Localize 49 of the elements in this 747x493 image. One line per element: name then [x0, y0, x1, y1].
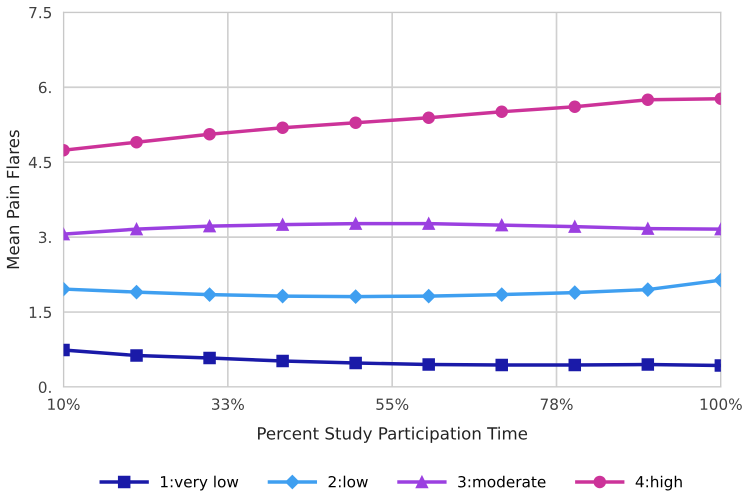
point — [642, 222, 654, 235]
y-tick-label: 1.5 — [30, 306, 52, 318]
point — [568, 220, 582, 233]
legend-label: 2:low — [328, 476, 368, 488]
point — [129, 285, 144, 300]
point — [422, 358, 435, 371]
point — [495, 218, 508, 232]
point — [276, 218, 289, 231]
point — [494, 288, 509, 302]
y-tick-label: 6. — [38, 82, 51, 94]
point — [203, 220, 216, 232]
legend-label: 4:high — [636, 476, 682, 490]
point — [495, 105, 508, 118]
legend-label: 3:moderate — [458, 476, 546, 488]
y-tick-label: 3. — [38, 232, 51, 244]
point — [276, 289, 290, 304]
point — [276, 121, 289, 134]
y-tick-label: 4.5 — [28, 156, 52, 168]
point — [495, 358, 508, 372]
point — [568, 100, 582, 113]
point — [276, 354, 289, 368]
y-tick-label: 7.5 — [29, 6, 52, 18]
point — [568, 286, 582, 300]
x-tick-label: 55% — [376, 398, 408, 410]
point — [349, 217, 362, 230]
point — [203, 352, 216, 364]
point — [130, 349, 143, 362]
x-axis-title: Percent Study Participation Time — [258, 426, 528, 443]
x-tick-label: 10% — [48, 398, 80, 410]
y-axis-title: Mean Pain Flares — [6, 130, 20, 268]
x-tick-label: 33% — [212, 398, 244, 410]
legend-label: 1:very low — [160, 476, 238, 490]
x-tick-label: 100% — [700, 398, 742, 410]
point — [422, 111, 435, 124]
point — [349, 356, 362, 370]
x-tick-label: 78% — [540, 398, 573, 410]
point — [130, 136, 143, 148]
point — [130, 222, 143, 236]
point — [348, 290, 363, 304]
point — [422, 289, 436, 304]
point — [642, 358, 654, 371]
point — [349, 116, 362, 129]
point — [203, 128, 216, 140]
point — [640, 282, 655, 297]
point — [202, 288, 217, 302]
point — [568, 358, 582, 372]
y-tick-label: 0. — [38, 381, 51, 394]
point — [642, 94, 654, 106]
point — [422, 217, 435, 230]
